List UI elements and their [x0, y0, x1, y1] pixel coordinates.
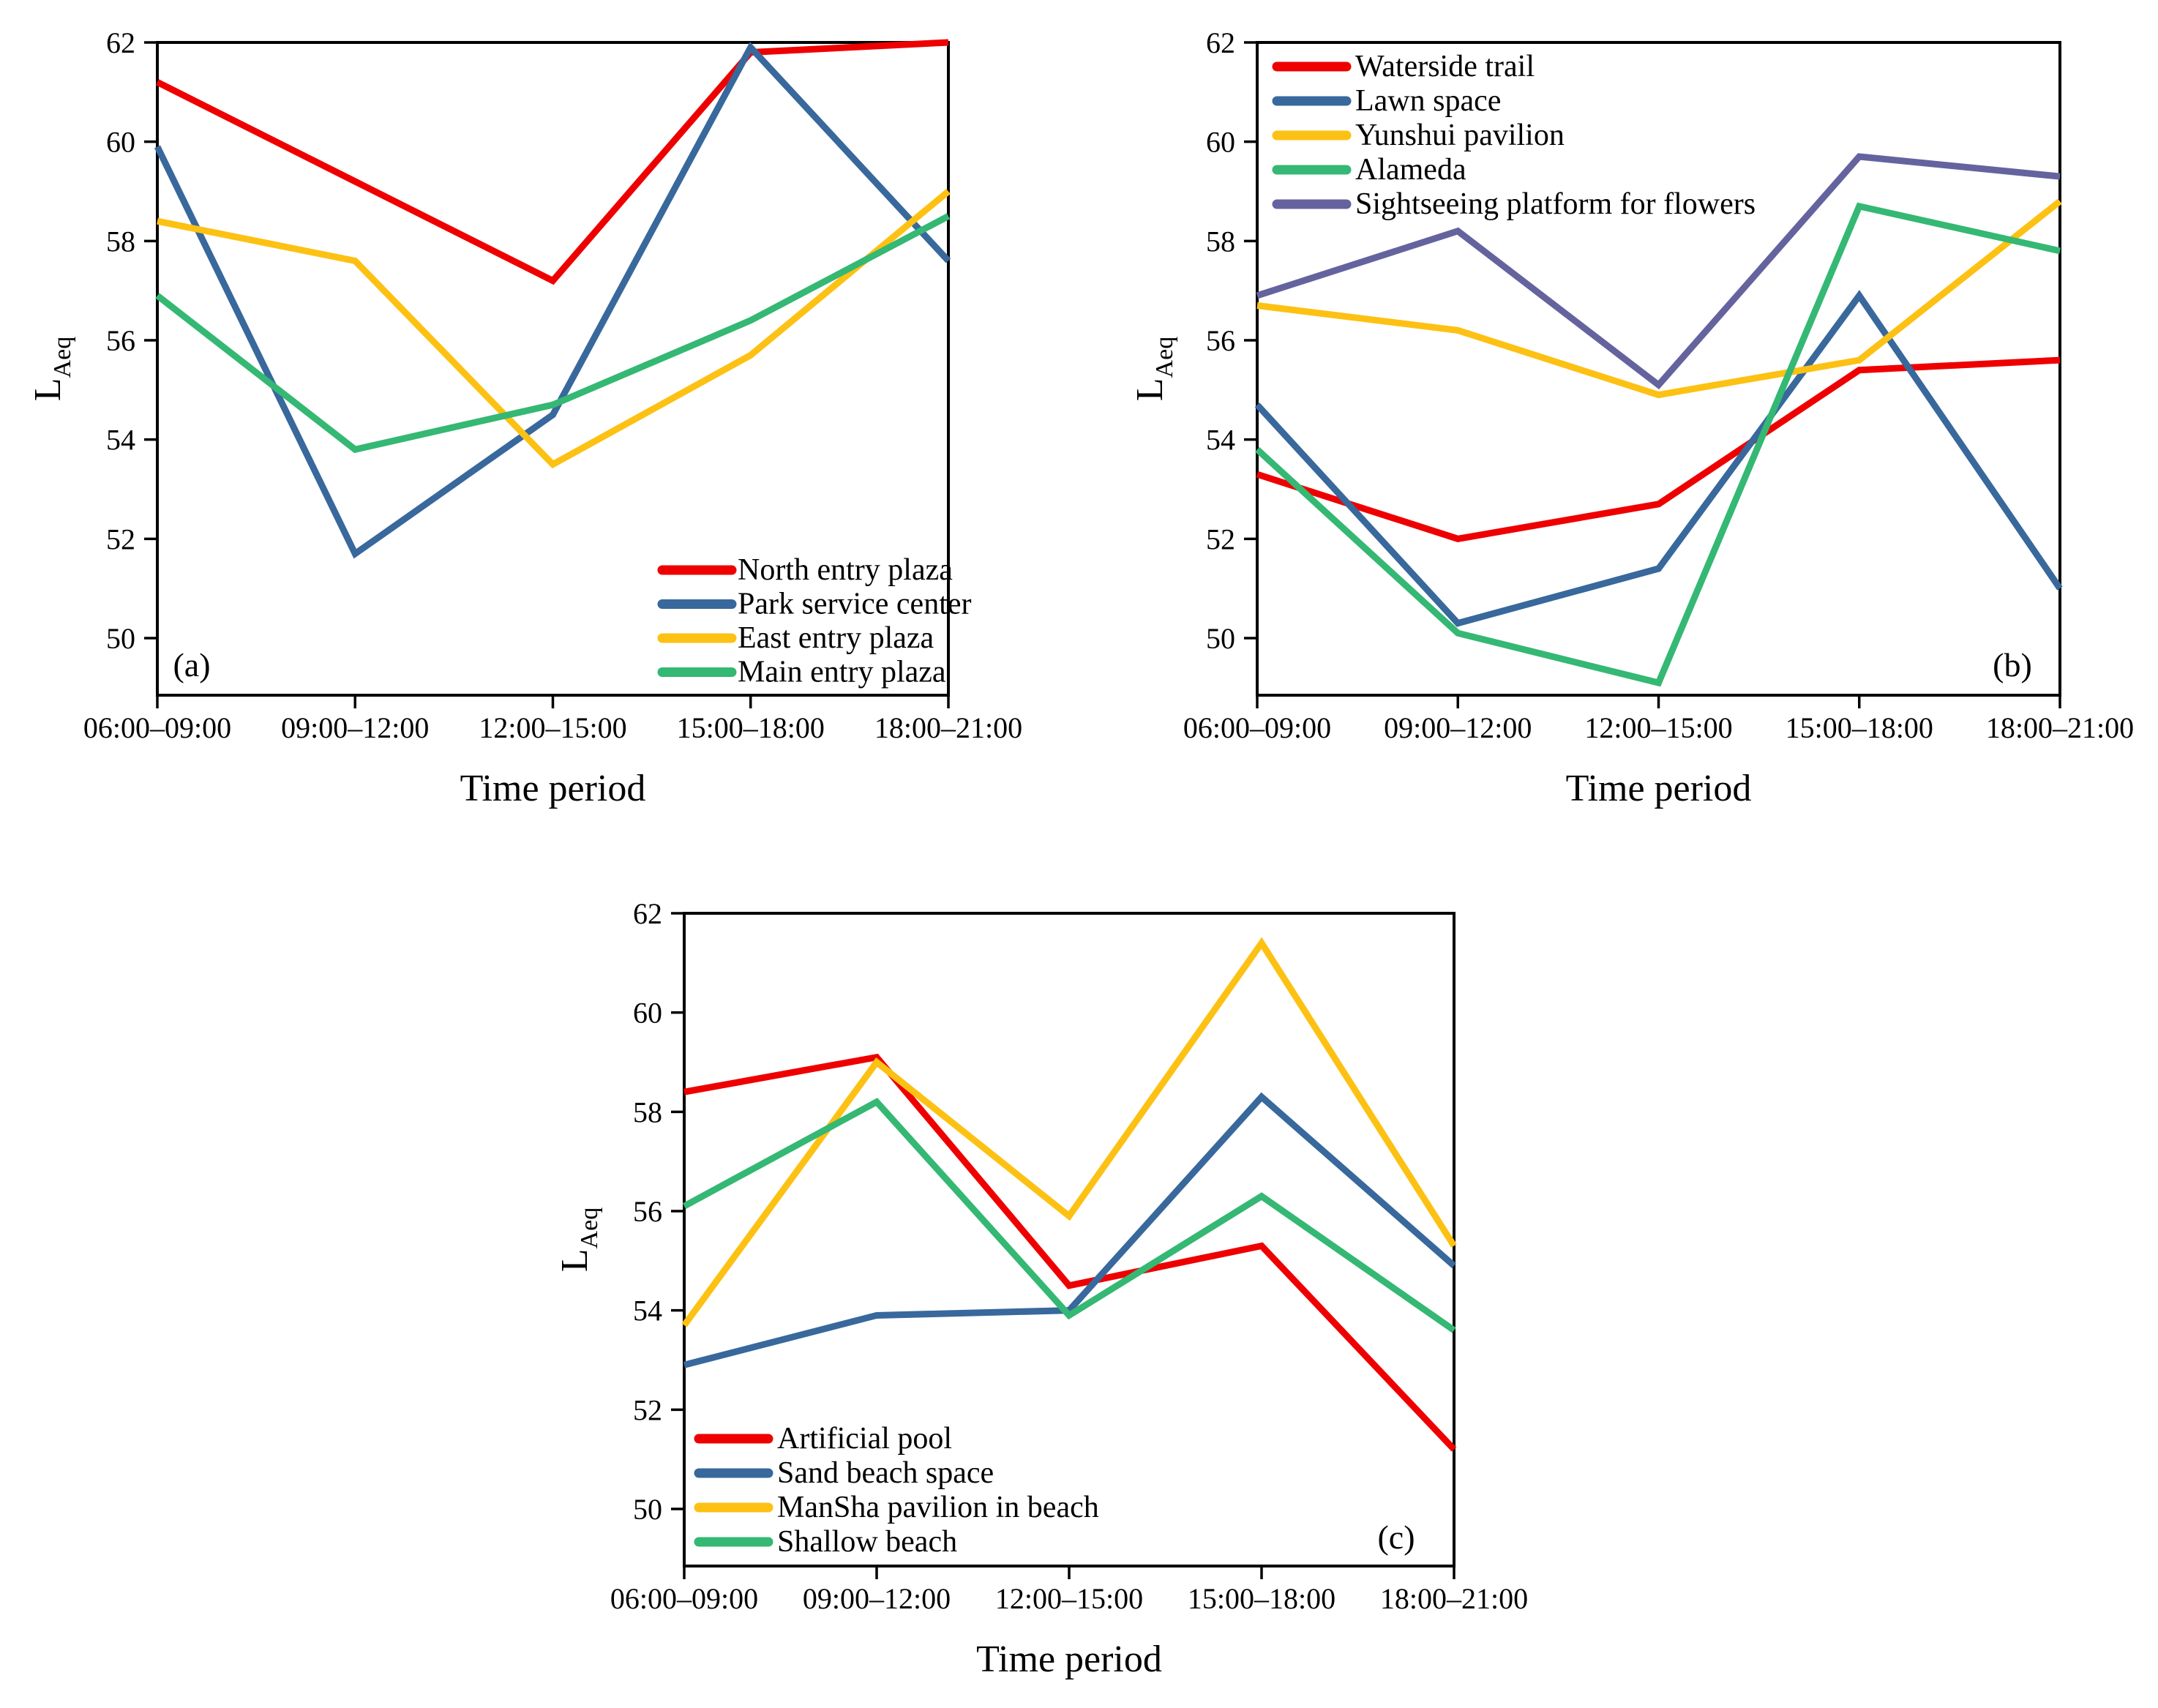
series-line-artificial-pool	[683, 1053, 1457, 1452]
chart-a-panel-label: (a)	[173, 646, 210, 683]
y-axis-title-subscript: Aeq	[576, 1207, 603, 1249]
chart-a-panel: 50 52 54 56 58 60 62 06:00–09:00 09:00–12:00 12:0…	[27, 26, 1022, 809]
x-tick-label: 18:00–21:00	[1986, 711, 2134, 744]
chart-b-plot-area: 50 52 54 56 58 60 62 06:00–09:00 09:00–12:00 12:0…	[1183, 26, 2134, 744]
y-tick-label: 58	[633, 1095, 662, 1128]
chart-b-panel: 50 52 54 56 58 60 62 06:00–09:00 09:00–12:00 12:0…	[1129, 26, 2134, 809]
legend-label-yunshui-pavilion: Yunshui pavilion	[1355, 119, 1565, 152]
legend-label-main-entry-plaza: Main entry plaza	[738, 656, 946, 689]
y-tick-label: 60	[633, 997, 662, 1030]
y-tick-label: 54	[106, 424, 135, 457]
x-tick-label: 06:00–09:00	[83, 711, 231, 744]
chart-a-x-axis-title: Time period	[460, 768, 646, 809]
x-tick-label: 12:00–15:00	[1584, 711, 1732, 744]
series-line-main-entry-plaza	[155, 213, 951, 454]
y-tick-label: 62	[106, 26, 135, 59]
y-axis-title-subscript: Aeq	[1151, 337, 1178, 378]
x-tick-label: 09:00–12:00	[1384, 711, 1532, 744]
legend-label-east-entry-plaza: East entry plaza	[738, 621, 934, 655]
series-line-shallow-beach	[682, 1098, 1456, 1333]
x-tick-label: 18:00–21:00	[874, 711, 1022, 744]
y-tick-label: 54	[633, 1295, 662, 1327]
y-tick-label: 50	[106, 622, 135, 655]
x-tick-label: 09:00–12:00	[281, 711, 429, 744]
y-tick-label: 50	[633, 1493, 662, 1526]
y-tick-label: 50	[1206, 622, 1235, 655]
series-line-sand-beach-space	[683, 1092, 1456, 1368]
chart-b-y-axis-title: LAeq	[1129, 337, 1178, 401]
y-tick-label: 58	[106, 225, 135, 258]
chart-a-y-axis-title: LAeq	[27, 337, 76, 401]
series-line-sightseeing-platform-for-flowers	[1256, 153, 2061, 390]
y-tick-label: 62	[633, 897, 662, 930]
y-axis-title-main: L	[554, 1248, 596, 1272]
x-tick-label: 09:00–12:00	[803, 1582, 951, 1615]
legend-label-artificial-pool: Artificial pool	[777, 1422, 952, 1456]
y-axis-title-main: L	[27, 378, 69, 401]
series-line-mansha-pavilion-in-beach	[681, 937, 1457, 1327]
x-tick-label: 15:00–18:00	[677, 711, 825, 744]
legend-label-park-service-center: Park service center	[738, 588, 972, 621]
x-tick-label: 15:00–18:00	[1786, 711, 1933, 744]
y-tick-label: 56	[1206, 324, 1235, 357]
legend-label-north-entry-plaza: North entry plaza	[738, 553, 953, 587]
chart-c-y-axis-title: LAeq	[554, 1207, 603, 1272]
chart-c-plot-area: 50 52 54 56 58 60 62 06:00–09:00 09:00–12:00 12:0…	[610, 897, 1528, 1615]
legend-label-mansha-pavilion-in-beach: ManSha pavilion in beach	[777, 1491, 1099, 1524]
y-tick-label: 62	[1206, 26, 1235, 59]
chart-b-panel-label: (b)	[1993, 646, 2032, 683]
chart-c-panel-label: (c)	[1377, 1518, 1415, 1556]
x-tick-label: 15:00–18:00	[1188, 1582, 1335, 1615]
y-tick-label: 52	[106, 522, 135, 555]
x-tick-label: 12:00–15:00	[479, 711, 626, 744]
legend-label-alameda: Alameda	[1355, 153, 1466, 187]
chart-a-plot-area: 50 52 54 56 58 60 62 06:00–09:00 09:00–12:00 12:0…	[83, 26, 1022, 744]
y-axis-title-main: L	[1129, 378, 1171, 401]
y-tick-label: 58	[1206, 225, 1235, 258]
y-axis-title-subscript: Aeq	[49, 337, 76, 378]
series-line-north-entry-plaza	[155, 39, 949, 285]
series-line-alameda	[1254, 202, 2061, 687]
x-tick-label: 18:00–21:00	[1380, 1582, 1528, 1615]
y-tick-label: 56	[633, 1195, 662, 1228]
x-tick-label: 06:00–09:00	[610, 1582, 758, 1615]
legend-label-sand-beach-space: Sand beach space	[777, 1456, 994, 1490]
legend-label-lawn-space: Lawn space	[1355, 84, 1501, 118]
series-line-waterside-trail	[1256, 356, 2061, 542]
y-tick-label: 60	[1206, 126, 1235, 159]
y-tick-label: 52	[1206, 522, 1235, 555]
chart-c-panel: 50 52 54 56 58 60 62 06:00–09:00 09:00–12:00 12:0…	[554, 897, 1528, 1680]
y-tick-label: 54	[1206, 424, 1235, 457]
legend-label-sightseeing-platform-for-flowers: Sightseeing platform for flowers	[1355, 187, 1756, 221]
legend-label-waterside-trail: Waterside trail	[1355, 50, 1535, 83]
x-tick-label: 12:00–15:00	[995, 1582, 1143, 1615]
series-line-lawn-space	[1254, 290, 2063, 627]
y-tick-label: 56	[106, 324, 135, 357]
series-line-east-entry-plaza	[157, 189, 951, 469]
series-line-yunshui-pavilion	[1256, 198, 2062, 399]
y-tick-label: 60	[106, 126, 135, 159]
series-line-park-service-center	[154, 42, 951, 559]
chart-b-x-axis-title: Time period	[1566, 768, 1752, 809]
legend-label-shallow-beach: Shallow beach	[777, 1525, 957, 1559]
y-tick-label: 52	[633, 1393, 662, 1426]
x-tick-label: 06:00–09:00	[1183, 711, 1331, 744]
chart-c-x-axis-title: Time period	[976, 1638, 1162, 1680]
